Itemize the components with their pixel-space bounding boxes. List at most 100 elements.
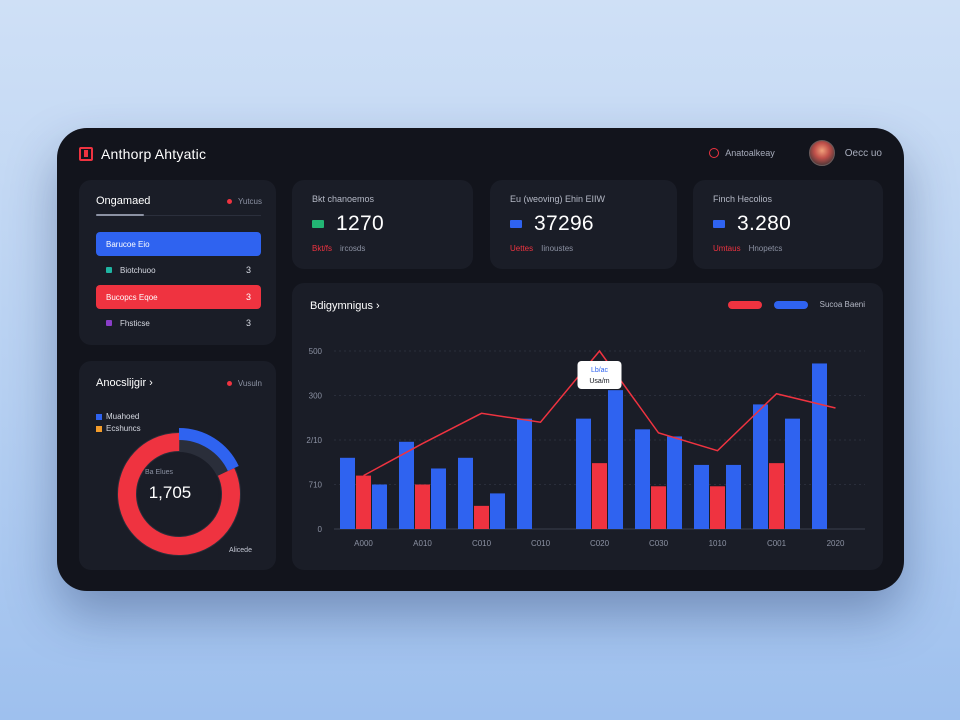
bar-blue-a [635,429,650,529]
stat-swatch-icon [510,220,522,228]
donut-center-label: Ba Elues [145,469,174,476]
category-item-count: 3 [245,265,251,275]
stat-sub: Uettes Iinoustes [510,244,573,253]
stat-sub: Umtaus Hnopetcs [713,244,782,253]
dashboard-window: Anthorp Ahtyatic Anatoalkeay Oecc uo Ong… [57,128,904,591]
x-tick-label: 2020 [827,539,845,548]
bar-red [474,505,489,529]
trend-line [363,349,836,477]
app-title: Anthorp Ahtyatic [101,146,207,162]
category-item-count: 3 [245,318,251,328]
stat-sub: Bkt/fs ircosds [312,244,365,253]
x-tick-label: C010 [531,539,551,548]
stat-desc: Hnopetcs [748,244,783,253]
stat-value: 1270 [336,212,384,235]
donut-filter-label: Vusuln [237,379,262,388]
bell-icon [709,148,720,158]
category-filter[interactable]: Yutcus [226,197,262,206]
notification-label: Anatoalkeay [725,148,775,158]
y-tick-label: 500 [309,347,323,356]
stat-swatch-icon [713,220,725,228]
stat-label: Eu (weoving) Ehin EIIW [510,194,606,204]
category-item[interactable]: Biotchuoo 3 [96,258,261,282]
bar-blue-a [458,457,473,529]
category-item-label: Barucoe Eio [106,239,150,249]
header-right: Anatoalkeay Oecc uo [709,140,882,166]
donut-note: Alicede [229,547,252,554]
stat-desc: ircosds [340,244,366,253]
stat-label: Bkt chanoemos [312,194,375,204]
x-tick-label: C030 [649,539,669,548]
stat-value: 3.280 [737,212,792,235]
stat-value-row: 1270 [312,212,384,236]
stat-value-row: 3.280 [713,212,791,236]
donut-hole [139,454,219,534]
user-name[interactable]: Oecc uo [844,147,882,159]
chart-legend: Sucoa Baeni [727,300,865,309]
chart-legend-label: Sucoa Baeni [819,300,865,309]
teal-swatch-icon [106,267,112,273]
bar-red [356,475,371,529]
legend-red-swatch-icon [727,300,762,309]
bar-blue-b [726,464,741,529]
legend-label: Ecshuncs [106,424,141,433]
stat-value-row: 37296 [510,212,594,236]
bar-blue-a [812,363,827,529]
bar-blue-a [399,441,414,529]
brand[interactable]: Anthorp Ahtyatic [79,146,206,162]
stat-value: 37296 [534,212,594,235]
donut-panel-title[interactable]: Anocslijgir › [96,377,153,389]
stat-desc: Iinoustes [541,244,574,253]
legend-entry: Muahoed [96,411,141,423]
notification-button[interactable]: Anatoalkeay [709,148,775,158]
x-tick-label: C001 [767,539,787,548]
stat-label: Finch Hecolios [713,194,773,204]
chart-title[interactable]: Bdigymnigus › [310,300,380,312]
donut-legend: Muahoed Ecshuncs [96,411,141,435]
category-panel-title: Ongamaed [96,195,151,207]
tooltip-box [577,361,622,389]
donut-chart [113,428,245,560]
x-tick-label: A010 [413,539,432,548]
tooltip-label: Lb/ac [591,367,609,374]
category-item[interactable]: Barucoe Eio [96,232,261,256]
donut-segment-blue[interactable] [113,428,245,560]
stat-card[interactable]: Finch Hecolios 3.280 Umtaus Hnopetcs [693,180,883,269]
stat-swatch-icon [312,220,324,228]
tooltip-value: Usa/m [589,378,609,385]
category-item[interactable]: Bucopcs Eqoe 3 [96,285,261,309]
legend-blue-swatch-icon [773,300,808,309]
legend-swatch-icon [96,414,102,420]
legend-entry: Ecshuncs [96,423,141,435]
purple-swatch-icon [106,320,112,326]
donut-panel: Anocslijgir › Vusuln Muahoed Ecshuncs Ba… [79,361,276,570]
brand-logo-icon [79,147,93,161]
y-tick-label: 2/10 [306,436,322,445]
stat-card[interactable]: Bkt chanoemos 1270 Bkt/fs ircosds [292,180,473,269]
legend-swatch-icon [96,426,102,432]
bar-red [651,486,666,529]
active-tab-underline [96,214,144,216]
bar-blue-b [490,493,505,529]
avatar[interactable] [808,140,835,166]
bar-blue-a [576,418,591,529]
category-item-count: 3 [245,292,251,302]
bar-blue-b [608,390,623,529]
bar-blue-a [694,464,709,529]
bar-red [592,463,607,529]
y-tick-label: 0 [318,525,323,534]
y-tick-label: 300 [309,392,323,401]
chart-panel: 0 710 2/10 300 500 A000 A010 C010 C010 C020 C030 10… [292,283,883,570]
bar-red [415,484,430,529]
category-item[interactable]: Fhsticse 3 [96,311,261,335]
legend-label: Muahoed [106,412,140,421]
status-dot-icon [226,199,232,204]
donut-filter[interactable]: Vusuln [226,379,262,388]
stat-delta: Umtaus [713,244,741,253]
bar-blue-b [431,468,446,529]
stat-card[interactable]: Eu (weoving) Ehin EIIW 37296 Uettes Iino… [490,180,677,269]
bar-red [710,486,725,529]
x-tick-label: C010 [472,539,492,548]
category-item-label: Fhsticse [120,318,150,328]
bar-blue-b [372,484,387,529]
